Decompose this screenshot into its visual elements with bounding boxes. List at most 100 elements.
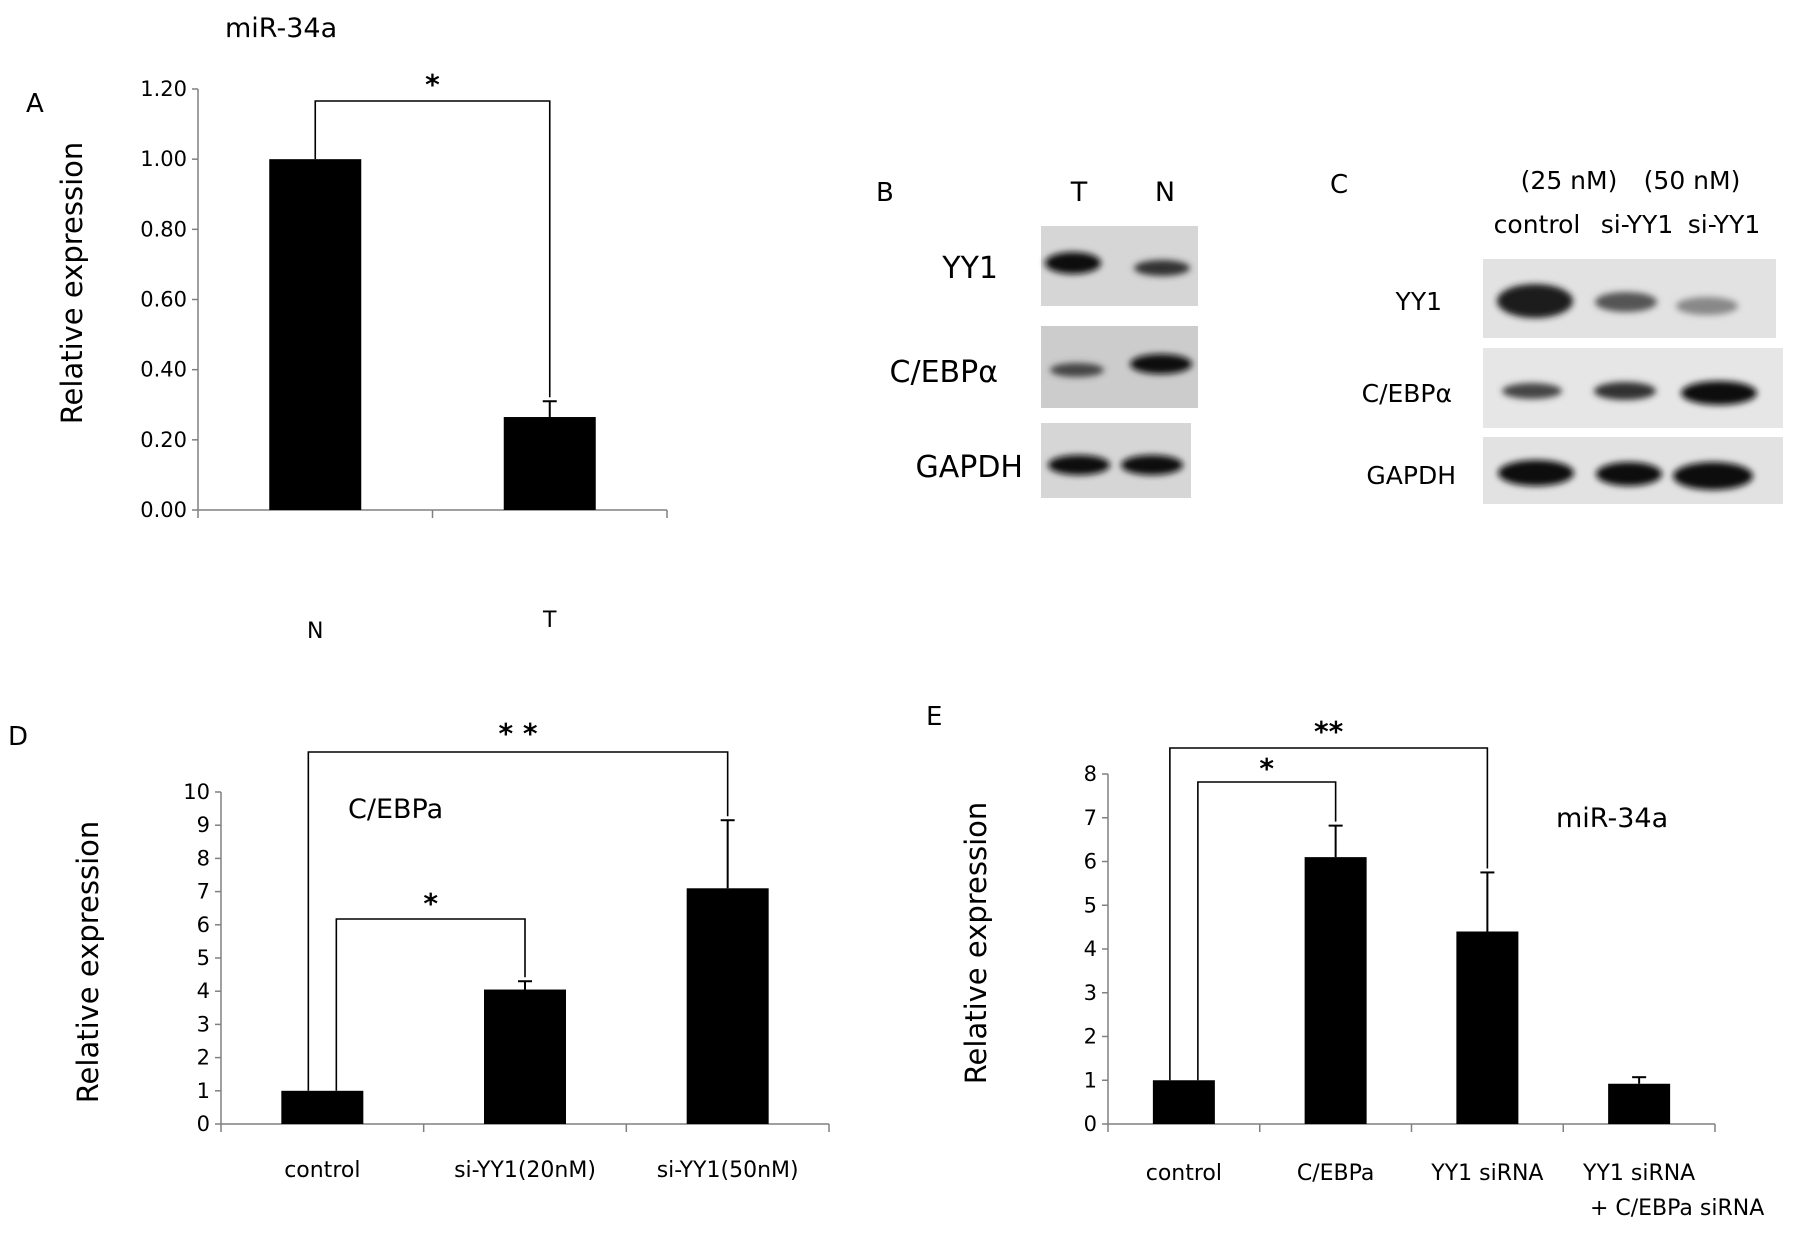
- y-tick-label: 3: [197, 1012, 210, 1036]
- blot-band: [1681, 381, 1757, 405]
- blot-b-row-gapdh: GAPDH: [915, 450, 1023, 485]
- y-tick-label: 6: [197, 913, 210, 937]
- blot-b-strip-cebp: [1041, 326, 1198, 408]
- bar-0: [281, 1090, 364, 1124]
- blot-c-strip-yy1: [1483, 259, 1776, 338]
- panel-e-title: miR-34a: [1556, 803, 1668, 834]
- blot-c-conc-50: (50 nM): [1644, 166, 1741, 195]
- blot-c-strip-cebp: [1483, 348, 1783, 428]
- panel-d-error-bars: [518, 819, 735, 990]
- panel-e-categories: control C/EBPa YY1 siRNA YY1 siRNA + C/EBPa …: [1146, 1161, 1765, 1221]
- panel-e-ticks: 0 1 2 3 4 5 6 7 8: [1084, 762, 1108, 1136]
- blot-band: [1498, 460, 1574, 486]
- category-label-1: si-YY1(20nM): [454, 1158, 596, 1183]
- panel-e-letter: E: [926, 702, 942, 732]
- panel-a-error-bars: [542, 400, 557, 418]
- blot-b-lane-t: T: [1070, 177, 1088, 208]
- y-tick-label: 2: [1084, 1025, 1097, 1049]
- panel-a-significance: *: [314, 68, 551, 398]
- blot-c-row-cebp: C/EBPα: [1362, 379, 1452, 408]
- category-label-0: control: [284, 1158, 360, 1183]
- panel-d-ylabel: Relative expression: [71, 821, 105, 1104]
- panel-d-letter: D: [8, 722, 28, 752]
- panel-d-categories: control si-YY1(20nM) si-YY1(50nM): [284, 1158, 798, 1183]
- blot-band: [1594, 382, 1656, 400]
- significance-label-1: **: [1314, 715, 1344, 748]
- y-tick-label: 3: [1084, 981, 1097, 1005]
- blot-b-strip-yy1: [1041, 226, 1198, 306]
- panel-c-blot: C (25 nM) (50 nM) control si-YY1 si-YY1 …: [1330, 166, 1783, 504]
- panel-c-letter: C: [1330, 170, 1348, 200]
- panel-d-ticks: 0 1 2 3 4 5 6 7 8 9 10: [183, 780, 221, 1136]
- y-tick-label: 0: [197, 1112, 210, 1136]
- y-tick-label: 7: [1084, 806, 1097, 830]
- blot-b-lane-n: N: [1155, 177, 1175, 208]
- panel-a-ticks: 0.00 0.20 0.40 0.60 0.80 1.00 1.20: [140, 77, 198, 522]
- bar-2: [686, 888, 769, 1124]
- blot-c-conc-25: (25 nM): [1521, 166, 1618, 195]
- bar-2: [1456, 931, 1519, 1124]
- panel-e-error-bars: [1328, 824, 1647, 1084]
- blot-band: [1130, 354, 1192, 374]
- category-label-2: si-YY1(50nM): [657, 1158, 799, 1183]
- blot-band: [1502, 383, 1562, 399]
- panel-e-bars: [1152, 857, 1671, 1124]
- category-label-0: N: [307, 619, 323, 644]
- category-label-3: YY1 siRNA + C/EBPa siRNA: [1582, 1161, 1764, 1221]
- panel-e-chart: E miR-34a Relative expression 012345678 …: [926, 702, 1764, 1221]
- blot-band: [1045, 252, 1101, 274]
- blot-band: [1673, 462, 1753, 490]
- panel-d-bars: [281, 888, 769, 1124]
- category-label-0: control: [1146, 1161, 1222, 1186]
- blot-b-row-cebp: C/EBPα: [890, 355, 998, 390]
- panel-a-chart: A miR-34a Relative expression 0.000.200.…: [26, 13, 668, 644]
- y-tick-label: 4: [197, 979, 210, 1003]
- significance-bracket-1: [307, 751, 729, 1091]
- y-tick-label: 6: [1084, 850, 1097, 874]
- panel-d-significance: * * *: [307, 717, 729, 1091]
- y-tick-label: 0.20: [140, 428, 187, 452]
- bar-1: [503, 417, 596, 510]
- blot-c-lane-si2: si-YY1: [1688, 210, 1760, 239]
- y-tick-label: 2: [197, 1046, 210, 1070]
- significance-label-0: *: [423, 887, 438, 920]
- panel-a-title: miR-34a: [225, 13, 337, 44]
- blot-band: [1134, 260, 1190, 276]
- panel-a-bars: [269, 159, 596, 510]
- blot-band: [1596, 462, 1662, 486]
- y-tick-label: 8: [1084, 762, 1097, 786]
- panel-e-significance: ***: [1169, 715, 1489, 1081]
- blot-band: [1121, 455, 1183, 475]
- bar-0: [269, 159, 362, 510]
- bar-1: [1304, 857, 1367, 1124]
- significance-bracket-0: [335, 918, 526, 1091]
- significance-bracket-0: [1197, 781, 1337, 1081]
- bar-0: [1152, 1080, 1215, 1124]
- blot-band: [1497, 284, 1573, 318]
- blot-band: [1676, 297, 1738, 315]
- category-label-1: C/EBPa: [1297, 1161, 1375, 1186]
- y-tick-label: 1.00: [140, 147, 187, 171]
- blot-c-row-yy1: YY1: [1395, 287, 1442, 316]
- blot-c-lane-si1: si-YY1: [1601, 210, 1673, 239]
- blot-band: [1048, 455, 1110, 475]
- category-label-1: T: [542, 608, 557, 633]
- panel-b-letter: B: [876, 178, 894, 208]
- panel-a-letter: A: [26, 89, 44, 119]
- significance-label-1: * *: [498, 717, 537, 750]
- y-tick-label: 0.40: [140, 358, 187, 382]
- y-tick-label: 1: [1084, 1068, 1097, 1092]
- y-tick-label: 4: [1084, 937, 1097, 961]
- y-tick-label: 10: [183, 780, 210, 804]
- panel-e-ylabel: Relative expression: [959, 802, 993, 1085]
- blot-c-lane-control: control: [1494, 210, 1581, 239]
- y-tick-label: 0.60: [140, 288, 187, 312]
- y-tick-label: 5: [197, 946, 210, 970]
- y-tick-label: 5: [1084, 893, 1097, 917]
- blot-c-row-gapdh: GAPDH: [1366, 461, 1456, 490]
- y-tick-label: 0: [1084, 1112, 1097, 1136]
- y-tick-label: 0.80: [140, 217, 187, 241]
- panel-b-blot: B T N YY1 C/EBPα GAPDH: [876, 177, 1198, 498]
- blot-c-strip-gapdh: [1483, 437, 1783, 504]
